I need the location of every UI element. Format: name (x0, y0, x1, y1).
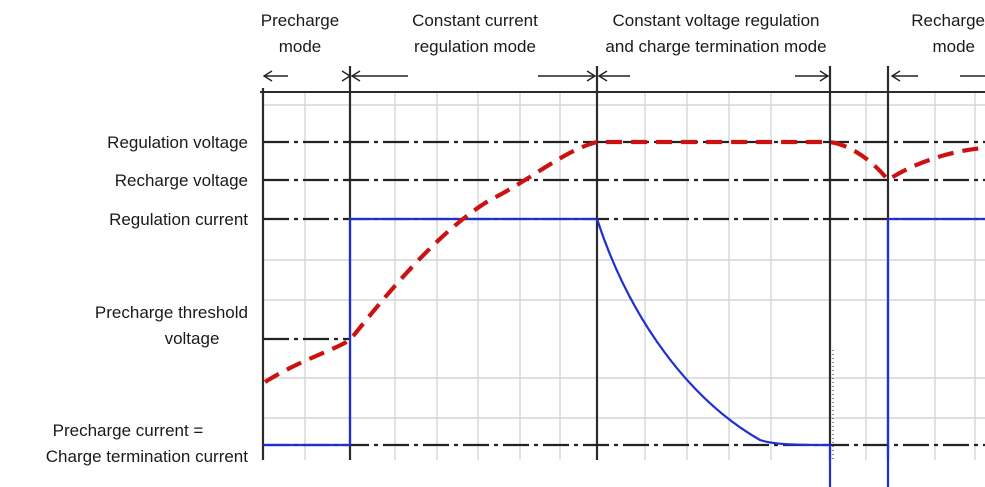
recharge-mode-label-2: mode (932, 37, 975, 56)
regulation-voltage-label: Regulation voltage (107, 133, 248, 152)
phase-labels: Precharge mode Constant current regulati… (261, 11, 985, 56)
precharge-mode-label-1: Precharge (261, 11, 339, 30)
cc-mode-label-1: Constant current (412, 11, 538, 30)
precharge-mode-label-2: mode (279, 37, 322, 56)
cv-mode-label-2: and charge termination mode (605, 37, 826, 56)
precharge-current-label-1: Precharge current = (53, 421, 204, 440)
precharge-threshold-label-1: Precharge threshold (95, 303, 248, 322)
background-grid (263, 92, 985, 460)
recharge-mode-label-1: Recharge (911, 11, 985, 30)
precharge-current-label-2: Charge termination current (46, 447, 248, 466)
phase-arrows (262, 70, 985, 82)
precharge-threshold-label-2: voltage (165, 329, 220, 348)
cc-mode-label-2: regulation mode (414, 37, 536, 56)
regulation-current-label: Regulation current (109, 210, 248, 229)
level-labels: Regulation voltage Recharge voltage Regu… (46, 133, 248, 466)
phase-boundaries (261, 66, 890, 460)
reference-lines (263, 140, 985, 447)
recharge-voltage-label: Recharge voltage (115, 171, 248, 190)
voltage-curve (263, 139, 985, 384)
cv-mode-label-1: Constant voltage regulation (613, 11, 820, 30)
current-curve (263, 217, 985, 487)
